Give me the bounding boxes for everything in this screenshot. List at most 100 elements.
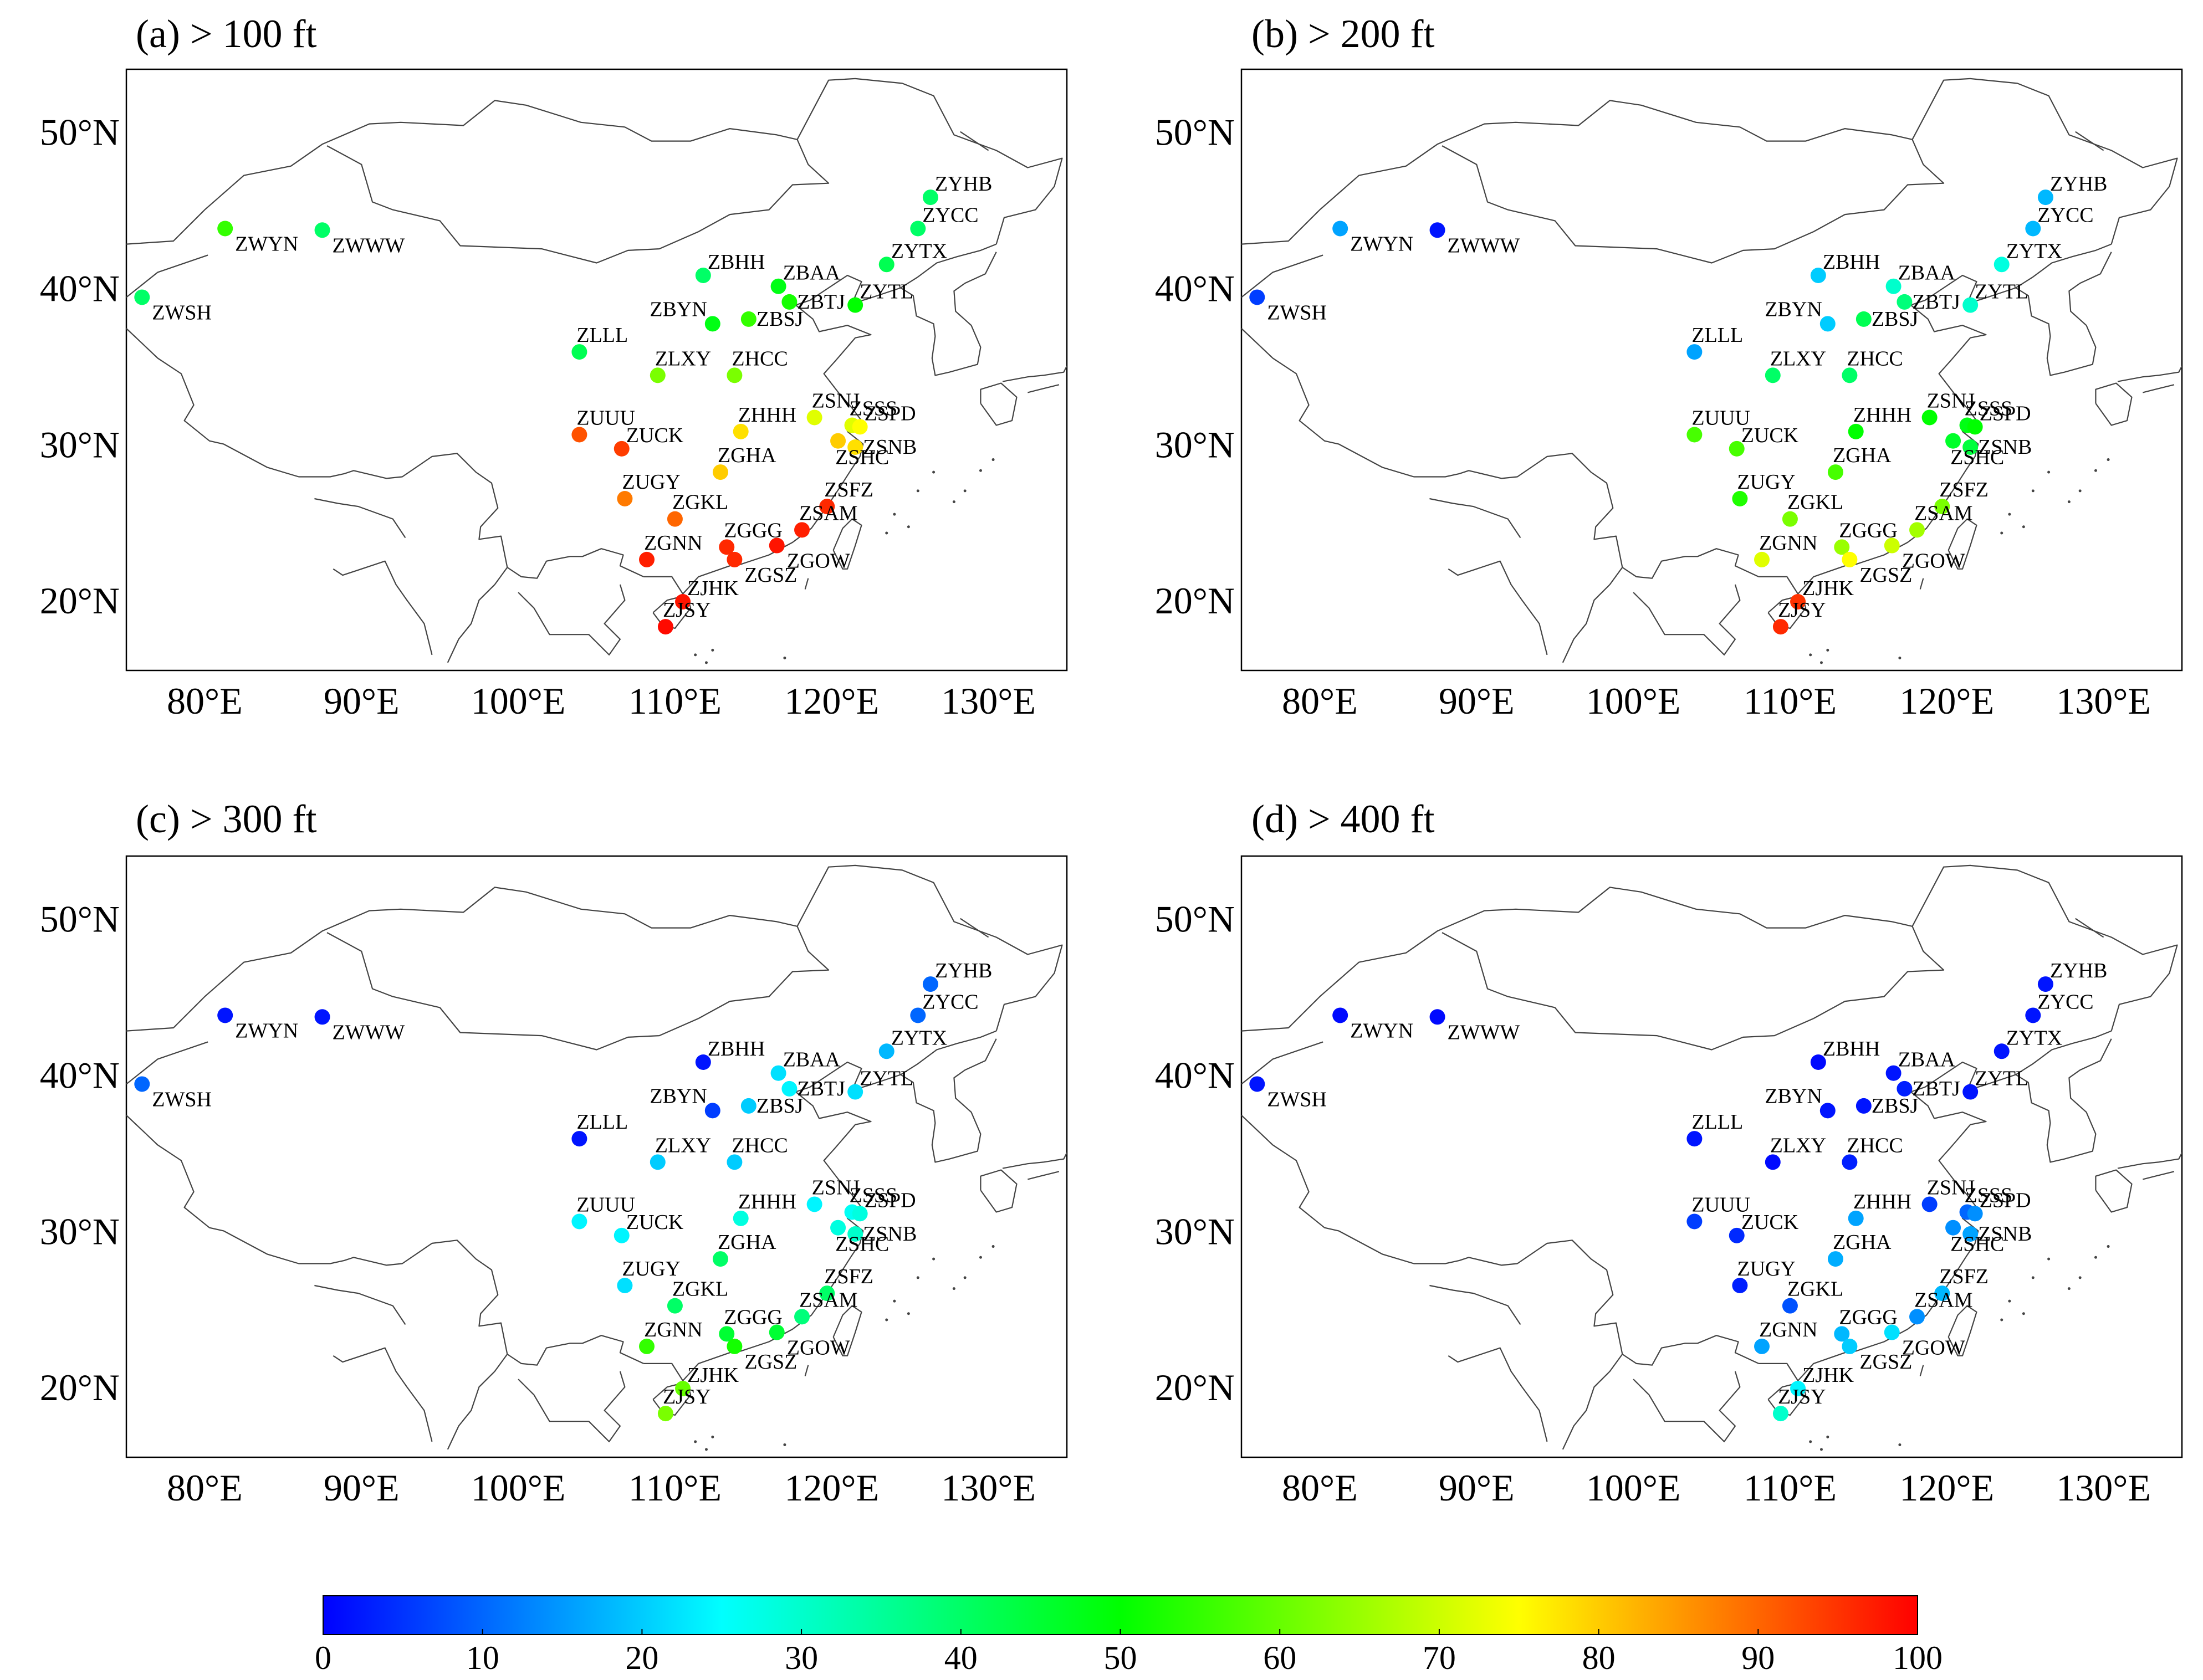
station-marker-zjsy bbox=[1772, 619, 1788, 635]
station-label-zugy: ZUGY bbox=[622, 470, 681, 494]
colorbar-tick-label: 70 bbox=[1423, 1640, 1456, 1676]
station-label-zsnj: ZSNJ bbox=[1927, 1176, 1975, 1199]
island-mark bbox=[979, 1256, 982, 1259]
station-label-zuuu: ZUUU bbox=[576, 406, 635, 429]
lat-tick-label: 50°N bbox=[1155, 111, 1235, 153]
station-label-zbaa: ZBAA bbox=[783, 1048, 841, 1072]
station-label-zgsz: ZGSZ bbox=[744, 564, 797, 587]
lat-tick-label: 50°N bbox=[40, 898, 120, 940]
colorbar-tick-label: 40 bbox=[944, 1640, 978, 1676]
station-label-zgnn: ZGNN bbox=[1759, 1318, 1818, 1341]
station-label-zjhk: ZJHK bbox=[687, 577, 739, 600]
island-mark bbox=[1809, 1440, 1812, 1443]
island-mark bbox=[932, 470, 936, 474]
station-marker-zgha bbox=[1827, 1251, 1843, 1267]
station-label-zsam: ZSAM bbox=[1914, 1288, 1973, 1312]
boundary-line bbox=[126, 1041, 208, 1085]
station-marker-zsnb bbox=[847, 1226, 863, 1242]
lat-tick-label: 20°N bbox=[1155, 580, 1235, 622]
station-label-zlll: ZLLL bbox=[576, 1110, 628, 1134]
station-label-zjsy: ZJSY bbox=[1778, 1385, 1826, 1408]
station-marker-zgnn bbox=[639, 551, 655, 567]
boundary-line bbox=[832, 1305, 862, 1356]
station-marker-zsnb bbox=[847, 439, 863, 455]
station-marker-zjhk bbox=[1790, 594, 1806, 609]
map-panel-d: 80°E 90°E 100°E 110°E 120°E 130°E 20°N 30°N 40°N… bbox=[1155, 855, 2183, 1509]
island-mark bbox=[783, 1443, 786, 1446]
boundary-line bbox=[1241, 1115, 1759, 1366]
station-label-zytx: ZYTX bbox=[2006, 239, 2062, 263]
boundary-line bbox=[333, 560, 433, 655]
station-label-zytl: ZYTL bbox=[1975, 280, 2028, 304]
boundary-line bbox=[1633, 584, 1741, 655]
station-marker-zuck bbox=[1729, 441, 1745, 457]
station-marker-zsnb bbox=[1962, 439, 1979, 455]
boundary-line bbox=[1429, 1284, 1521, 1325]
station-label-zggg: ZGGG bbox=[1839, 1305, 1898, 1329]
station-marker-zsnb bbox=[1962, 1226, 1979, 1242]
island-mark bbox=[952, 500, 955, 504]
map-frame bbox=[1240, 68, 2183, 672]
island-mark bbox=[991, 458, 995, 462]
station-label-zsam: ZSAM bbox=[799, 1288, 858, 1312]
station-marker-zgow bbox=[769, 537, 785, 554]
boundary-line bbox=[447, 1354, 508, 1450]
station-marker-zhhh bbox=[1848, 423, 1864, 439]
station-marker-zuck bbox=[1729, 1227, 1745, 1243]
station-label-zjhk: ZJHK bbox=[1802, 577, 1854, 600]
station-label-zsss: ZSSS bbox=[850, 1184, 898, 1207]
lon-tick-label: 120°E bbox=[784, 1467, 879, 1509]
station-marker-zjsy bbox=[1772, 1406, 1788, 1422]
island-mark bbox=[711, 648, 714, 652]
station-label-zbyn: ZBYN bbox=[1765, 298, 1822, 321]
island-mark bbox=[694, 653, 697, 657]
station-marker-zytx bbox=[1994, 1043, 2010, 1059]
map-frame bbox=[1240, 855, 2183, 1458]
station-marker-zsam bbox=[1909, 522, 1925, 538]
station-marker-zytl bbox=[847, 1084, 863, 1100]
station-marker-zytx bbox=[1994, 257, 2010, 273]
station-marker-zgkl bbox=[667, 1298, 683, 1314]
station-marker-zyhb bbox=[922, 189, 938, 206]
lon-tick-label: 110°E bbox=[628, 1467, 722, 1509]
station-label-zuck: ZUCK bbox=[626, 1211, 684, 1234]
island-mark bbox=[1819, 661, 1823, 664]
station-marker-zbhh bbox=[1810, 1054, 1826, 1070]
station-label-zbhh: ZBHH bbox=[708, 250, 765, 274]
island-mark bbox=[916, 1276, 919, 1279]
station-label-zsnb: ZSNB bbox=[1978, 1222, 2032, 1246]
island-mark bbox=[1819, 1448, 1823, 1451]
boundary-line bbox=[2143, 384, 2175, 393]
boundary-line bbox=[1562, 1354, 1623, 1450]
island-mark bbox=[2107, 458, 2110, 462]
colorbar-tick-label: 20 bbox=[625, 1640, 658, 1676]
station-marker-zgha bbox=[712, 464, 728, 480]
station-marker-zbhh bbox=[695, 1054, 711, 1070]
station-marker-zbaa bbox=[1885, 1065, 1902, 1081]
station-label-zsfz: ZSFZ bbox=[824, 478, 873, 501]
boundary-line bbox=[2015, 1038, 2112, 1163]
island-mark bbox=[963, 489, 967, 493]
colorbar: 0 10 20 30 40 50 60 70 80 90 100 bbox=[315, 1595, 1943, 1676]
station-label-zspd: ZSPD bbox=[865, 1189, 916, 1212]
station-label-zbsj: ZBSJ bbox=[1872, 308, 1918, 331]
boundary-line bbox=[900, 1038, 997, 1163]
station-label-zbsj: ZBSJ bbox=[757, 308, 803, 331]
station-marker-zhcc bbox=[1842, 367, 1858, 383]
island-mark bbox=[893, 1299, 896, 1303]
colorbar-tick-label: 90 bbox=[1741, 1640, 1775, 1676]
station-label-zuck: ZUCK bbox=[1741, 1211, 1799, 1234]
station-marker-zspd bbox=[1967, 1206, 1983, 1222]
station-label-zyhb: ZYHB bbox=[935, 172, 992, 196]
station-marker-zycc bbox=[910, 221, 926, 237]
station-marker-zbaa bbox=[770, 1065, 786, 1081]
station-marker-zycc bbox=[2025, 221, 2041, 237]
station-marker-zbaa bbox=[1885, 278, 1902, 294]
lon-tick-label: 100°E bbox=[1586, 680, 1681, 722]
station-label-zgsz: ZGSZ bbox=[1859, 1350, 1912, 1374]
station-label-zggg: ZGGG bbox=[724, 519, 783, 542]
station-label-zytx: ZYTX bbox=[891, 239, 947, 263]
station-marker-zgnn bbox=[639, 1338, 655, 1354]
colorbar-tick-label: 30 bbox=[785, 1640, 818, 1676]
station-marker-zwyn bbox=[217, 1007, 233, 1023]
